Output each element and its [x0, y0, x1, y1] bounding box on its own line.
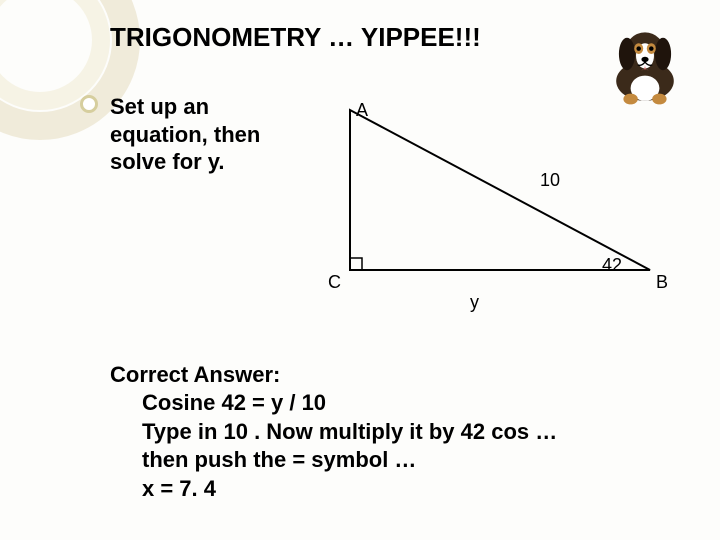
vertex-label-c: C: [328, 272, 341, 293]
triangle-diagram: A C B 10 y 42: [310, 100, 690, 320]
answer-line-1: Cosine 42 = y / 10: [110, 389, 580, 418]
angle-label: 42: [602, 255, 622, 276]
vertex-label-b: B: [656, 272, 668, 293]
vertex-label-a: A: [356, 100, 368, 121]
decorative-dot: [80, 95, 98, 113]
answer-line-2: Type in 10 . Now multiply it by 42 cos ……: [110, 418, 580, 475]
answer-block: Correct Answer: Cosine 42 = y / 10 Type …: [110, 361, 580, 504]
triangle-shape: [350, 110, 650, 270]
dog-icon: [600, 18, 690, 108]
hypotenuse-label: 10: [540, 170, 560, 191]
right-angle-marker: [350, 258, 362, 270]
dog-clipart: [600, 18, 690, 108]
triangle-svg: [310, 100, 690, 320]
base-label: y: [470, 292, 479, 313]
answer-heading: Correct Answer:: [110, 362, 280, 387]
problem-prompt: Set up an equation, then solve for y.: [110, 93, 310, 176]
answer-line-3: x = 7. 4: [110, 475, 580, 504]
